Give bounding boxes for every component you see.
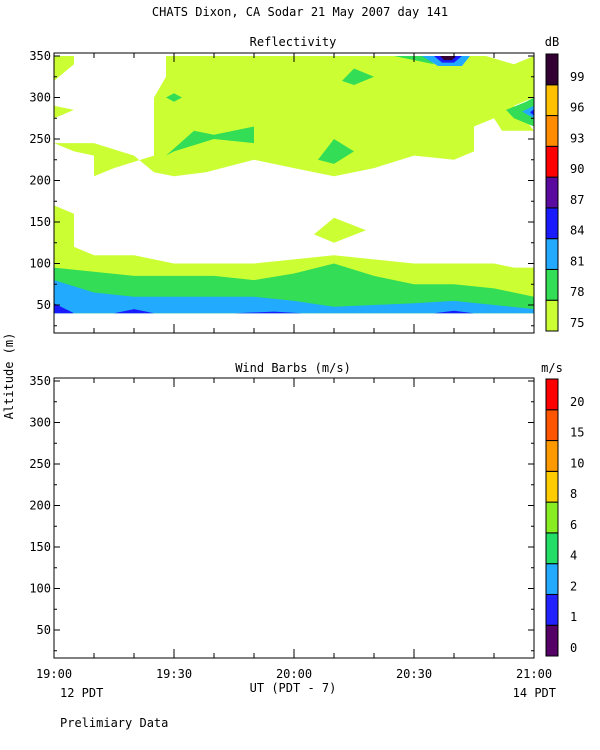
contour-patch-84-13 xyxy=(530,109,534,116)
x-axis-labels: 19:00 19:30 20:00 20:30 21:00 xyxy=(36,667,552,681)
wind-colorbar-label-1: 1 xyxy=(570,610,577,624)
reflectivity-axes: 50 100 150 200 250 300 350 xyxy=(29,49,535,333)
wind-colorbar-swatch-8 xyxy=(545,378,559,411)
contour-patch-75-1 xyxy=(54,56,534,177)
reflectivity-colorbar-swatch-5 xyxy=(545,145,559,178)
x-tick-label-2: 20:00 xyxy=(276,667,312,681)
reflectivity-colorbar-label-7: 96 xyxy=(570,101,584,115)
reflectivity-colorbar-swatch-4 xyxy=(545,176,559,209)
reflectivity-unit: dB xyxy=(545,35,559,49)
reflectivity-colorbar-label-8: 99 xyxy=(570,70,584,84)
contour-patch-78-5 xyxy=(318,139,354,164)
wind-ytick-label-300: 300 xyxy=(29,416,51,430)
wind-colorbar-label-0: 0 xyxy=(570,641,577,655)
wind-colorbar-swatch-1 xyxy=(545,593,559,626)
x-tick-label-3: 20:30 xyxy=(396,667,432,681)
reflectivity-ytick-label-300: 300 xyxy=(29,91,51,105)
wind-ytick-label-50: 50 xyxy=(37,623,51,637)
reflectivity-colorbar-swatch-1 xyxy=(545,268,559,301)
wind-colorbar-swatch-0 xyxy=(545,624,559,657)
reflectivity-ytick-label-200: 200 xyxy=(29,174,51,188)
wind-colorbar-label-5: 8 xyxy=(570,487,577,501)
reflectivity-colorbar: 75 78 81 84 87 90 93 96 99 xyxy=(545,53,584,332)
contour-patch-78-7 xyxy=(342,68,374,85)
x-axis-label: UT (PDT - 7) xyxy=(250,681,337,695)
reflectivity-ytick-label-350: 350 xyxy=(29,49,51,63)
reflectivity-colorbar-label-5: 90 xyxy=(570,162,584,176)
contour-patch-78-6 xyxy=(166,93,182,102)
reflectivity-colorbar-label-6: 93 xyxy=(570,131,584,145)
wind-ytick-label-100: 100 xyxy=(29,582,51,596)
reflectivity-colorbar-swatch-8 xyxy=(545,53,559,86)
wind-colorbar-label-2: 2 xyxy=(570,579,577,593)
wind-colorbar-label-6: 10 xyxy=(570,456,584,470)
wind-colorbar-swatch-3 xyxy=(545,532,559,565)
wind-colorbar-label-3: 4 xyxy=(570,549,577,563)
y-axis-label: Altitude (m) xyxy=(2,333,16,420)
x-local-left: 12 PDT xyxy=(60,686,103,700)
wind-colorbar-label-8: 20 xyxy=(570,395,584,409)
wind-colorbar-label-7: 15 xyxy=(570,426,584,440)
wind-title: Wind Barbs (m/s) xyxy=(235,361,351,375)
reflectivity-colorbar-swatch-6 xyxy=(545,115,559,147)
wind-axes: 50 100 150 200 250 300 350 xyxy=(29,374,535,658)
contour-patch-75-0 xyxy=(54,56,74,81)
wind-unit: m/s xyxy=(541,361,563,375)
contour-patch-75-2 xyxy=(54,105,74,119)
reflectivity-ytick-label-150: 150 xyxy=(29,215,51,229)
contour-patch-75-3 xyxy=(314,217,366,243)
contour-patch-78-4 xyxy=(166,126,254,156)
reflectivity-ytick-label-50: 50 xyxy=(37,298,51,312)
x-tick-label-1: 19:30 xyxy=(156,667,192,681)
wind-colorbar-swatch-4 xyxy=(545,501,559,534)
wind-colorbar-swatch-6 xyxy=(545,440,559,472)
reflectivity-colorbar-label-4: 87 xyxy=(570,193,584,207)
reflectivity-colorbar-swatch-0 xyxy=(545,299,559,332)
wind-ytick-label-150: 150 xyxy=(29,540,51,554)
contour-patch-81-11 xyxy=(522,105,534,119)
reflectivity-ytick-label-100: 100 xyxy=(29,257,51,271)
wind-colorbar-swatch-7 xyxy=(545,409,559,442)
reflectivity-colorbar-swatch-3 xyxy=(545,207,559,240)
reflectivity-colorbar-label-3: 84 xyxy=(570,224,584,238)
x-tick-label-4: 21:00 xyxy=(516,667,552,681)
wind-colorbar: 0 1 2 4 6 8 10 15 20 xyxy=(545,378,584,657)
wind-frame xyxy=(53,377,535,659)
reflectivity-colorbar-swatch-2 xyxy=(545,238,559,270)
reflectivity-title: Reflectivity xyxy=(250,35,337,49)
reflectivity-contours xyxy=(54,56,534,314)
wind-ytick-label-200: 200 xyxy=(29,499,51,513)
page-title: CHATS Dixon, CA Sodar 21 May 2007 day 14… xyxy=(152,5,448,19)
wind-ytick-label-350: 350 xyxy=(29,374,51,388)
wind-colorbar-label-4: 6 xyxy=(570,518,577,532)
wind-colorbar-swatch-2 xyxy=(545,563,559,595)
reflectivity-colorbar-label-2: 81 xyxy=(570,254,584,268)
reflectivity-ytick-label-250: 250 xyxy=(29,132,51,146)
contour-patch-78-9 xyxy=(506,97,534,127)
contour-patch-99-14 xyxy=(440,56,456,61)
reflectivity-colorbar-label-1: 78 xyxy=(570,285,584,299)
footer-note: Prelimiary Data xyxy=(60,716,168,730)
wind-colorbar-swatch-5 xyxy=(545,470,559,503)
reflectivity-colorbar-swatch-7 xyxy=(545,84,559,117)
reflectivity-colorbar-label-0: 75 xyxy=(570,316,584,330)
wind-ytick-label-250: 250 xyxy=(29,457,51,471)
contour-band-81-2 xyxy=(54,280,534,314)
x-local-right: 14 PDT xyxy=(513,686,556,700)
x-tick-label-0: 19:00 xyxy=(36,667,72,681)
